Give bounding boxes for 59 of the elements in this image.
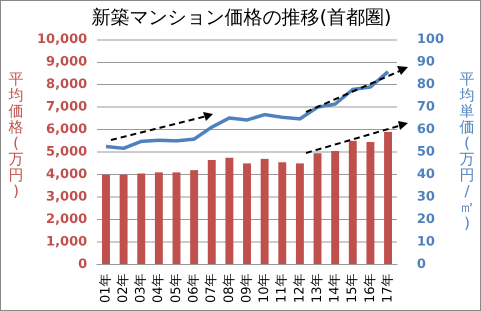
- bar: [348, 140, 357, 264]
- x-tick-label: 15年: [345, 273, 360, 304]
- x-tick-label: 06年: [186, 273, 202, 304]
- y-tick-label: 10,000: [36, 32, 88, 48]
- x-tick-label: 09年: [239, 273, 254, 304]
- bar: [120, 174, 128, 264]
- y2-tick-label: 0: [416, 256, 426, 272]
- bar: [366, 142, 374, 264]
- bar: [190, 170, 198, 264]
- bar: [225, 158, 234, 264]
- bar: [137, 173, 146, 264]
- x-tick-label: 10年: [257, 273, 272, 304]
- y2-tick-label: 20: [416, 212, 435, 227]
- x-tick-label: 05年: [168, 273, 184, 304]
- x-tick-label: 03年: [134, 273, 149, 304]
- y2-tick-label: 10: [416, 234, 435, 250]
- y2-tick-label: 80: [416, 77, 435, 92]
- bar: [260, 158, 269, 264]
- y-tick-label: 6,000: [46, 122, 88, 138]
- y2-tick-label: 60: [416, 122, 435, 138]
- y2-tick-label: 100: [416, 32, 444, 48]
- chart-title: 新築マンション価格の推移(首都圏): [92, 6, 392, 28]
- x-tick-label: 13年: [310, 273, 325, 304]
- x-tick-label: 12年: [292, 273, 308, 304]
- y2-tick-label: 70: [416, 100, 435, 115]
- y-tick-label: 8,000: [46, 77, 88, 92]
- text: 平均単価(万円/㎡): [460, 70, 474, 232]
- y-tick-label: 7,000: [46, 100, 88, 115]
- bar: [102, 174, 110, 264]
- y-tick-label: 5,000: [46, 144, 88, 160]
- bar: [172, 172, 180, 264]
- bar: [278, 162, 286, 264]
- y2-tick-label: 40: [416, 166, 435, 182]
- y-tick-label: 9,000: [46, 54, 88, 70]
- x-tick-label: 14年: [328, 273, 343, 304]
- bar: [154, 172, 163, 264]
- y-tick-label: 1,000: [46, 234, 88, 250]
- y2-tick-label: 90: [416, 54, 435, 70]
- bar: [314, 153, 322, 264]
- y-tick-label: 2,000: [46, 212, 88, 227]
- bar: [243, 163, 251, 264]
- x-tick-label: 17年: [380, 273, 396, 304]
- x-tick-label: 01年: [98, 273, 114, 304]
- bar: [208, 160, 216, 264]
- x-tick-label: 08年: [222, 273, 237, 304]
- x-tick-label: 04年: [151, 273, 166, 304]
- y-tick-label: 3,000: [46, 189, 88, 204]
- x-tick-label: 11年: [274, 273, 290, 304]
- bar: [331, 151, 340, 264]
- y-tick-label: 0: [78, 256, 88, 272]
- y2-tick-label: 30: [416, 189, 435, 204]
- x-tick-label: 07年: [204, 273, 220, 304]
- y2-tick-label: 50: [416, 144, 435, 160]
- x-tick-label: 02年: [116, 273, 131, 304]
- x-tick-label: 16年: [362, 273, 378, 304]
- y-tick-label: 4,000: [46, 166, 88, 182]
- bar: [384, 132, 392, 264]
- y-axis-title: 平均価格(万円): [8, 70, 24, 200]
- bar: [296, 163, 304, 264]
